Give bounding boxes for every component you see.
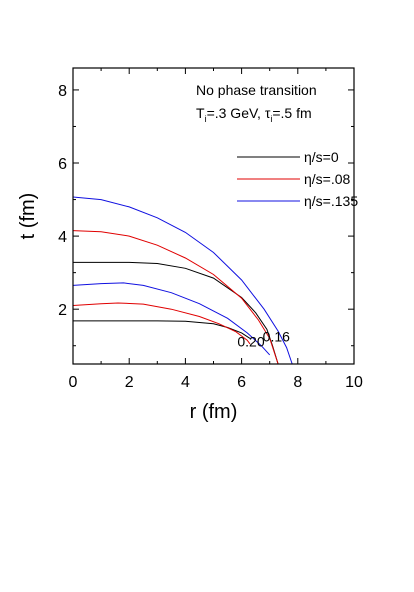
annotation-t-subscript: i: [205, 114, 207, 124]
annotation-line-1: No phase transition: [196, 82, 317, 98]
curve-series-2-1: [72, 196, 293, 365]
curve-series-0-1: [73, 261, 279, 365]
plot-curves: [72, 196, 293, 365]
contour-label-0-20: 0.20: [237, 333, 264, 349]
axis-ticks: [72, 68, 355, 364]
legend-label: η/s=.135: [304, 193, 358, 209]
curve-series-1-0: [72, 302, 251, 345]
x-tick-label: 8: [293, 374, 302, 391]
legend: η/s=0 η/s=.08 η/s=.135: [237, 149, 358, 209]
x-axis-label: r (fm): [190, 401, 238, 423]
y-tick-label: 6: [58, 156, 67, 173]
annotation-tau-subscript: i: [270, 114, 272, 124]
y-tick-label: 2: [58, 302, 67, 319]
annotation-tau-symbol: τ: [265, 105, 271, 121]
x-tick-label: 4: [181, 374, 190, 391]
y-tick-label: 4: [58, 229, 67, 246]
curve-series-0-0: [73, 320, 251, 339]
legend-label: η/s=0: [304, 149, 339, 165]
annotation-t-symbol: T: [196, 105, 205, 121]
curve-series-1-1: [72, 230, 279, 365]
annotation-tau-value: =.5 fm: [272, 105, 311, 121]
legend-label: η/s=.08: [304, 171, 351, 187]
x-tick-label: 0: [69, 374, 78, 391]
x-tick-label: 6: [237, 374, 246, 391]
curve-series-2-0: [72, 282, 271, 356]
annotation-line-2: Ti=.3 GeV, τi=.5 fm: [196, 105, 312, 124]
x-tick-label: 2: [125, 374, 134, 391]
tick-labels: 0 2 4 6 8 10 2 4 6 8: [58, 83, 363, 391]
annotation-temperature-value: =.3 GeV,: [207, 105, 265, 121]
contour-label-0-16: 0.16: [263, 329, 290, 345]
x-tick-label: 10: [345, 374, 363, 391]
y-tick-label: 8: [58, 83, 67, 100]
y-axis-label: t (fm): [17, 193, 39, 240]
